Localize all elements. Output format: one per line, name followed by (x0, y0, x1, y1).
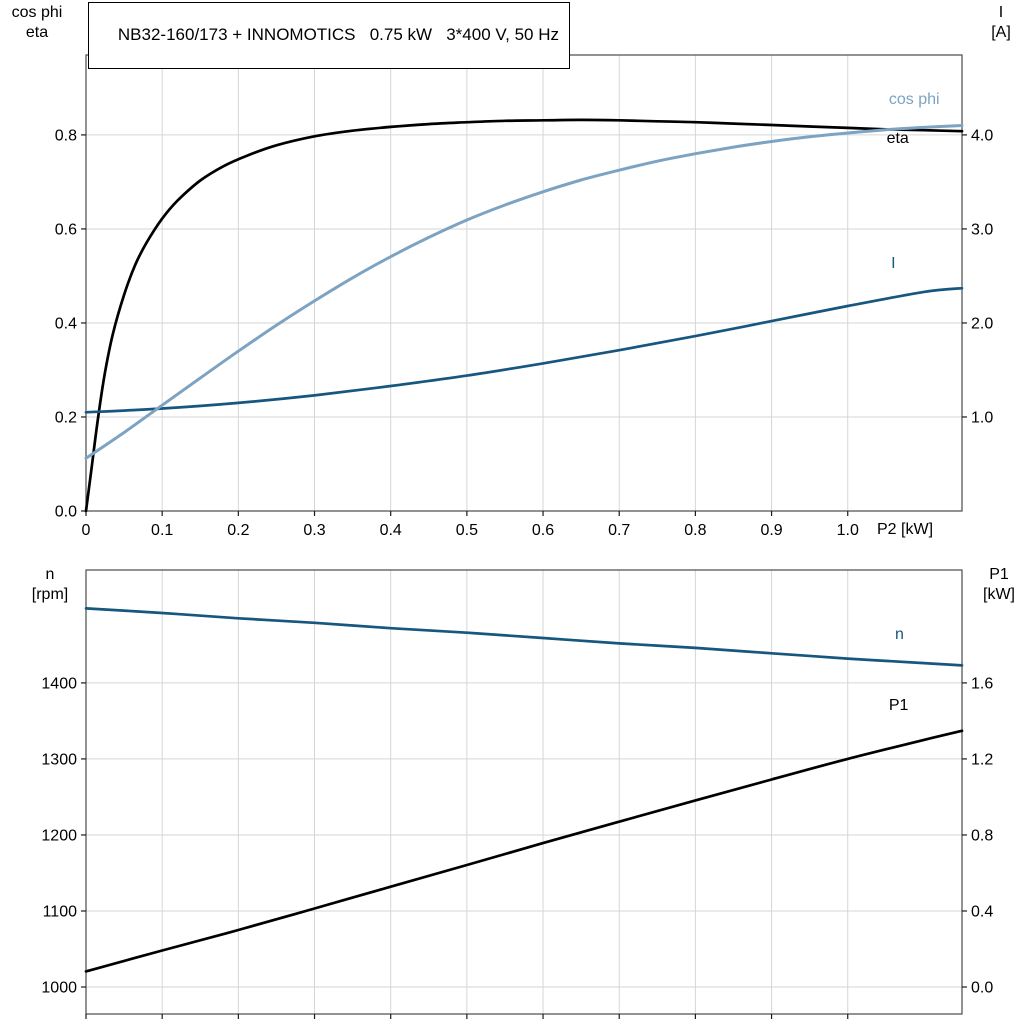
tick-label: 1.0 (837, 522, 859, 539)
tick-label: 2.0 (971, 315, 993, 332)
tick-label: 0 (82, 522, 91, 539)
tick-label: 0.0 (55, 504, 77, 521)
speed-axis-label: n (45, 566, 55, 583)
tick-label: 1.6 (971, 675, 993, 692)
tick-label: 1200 (41, 827, 77, 844)
eta-axis-label: eta (25, 24, 49, 41)
tick-label: 0.5 (456, 522, 478, 539)
tick-label: 0.1 (151, 522, 173, 539)
tick-label: 1400 (41, 675, 77, 692)
speed-curve-label: n (895, 626, 904, 643)
tick-label: 1300 (41, 751, 77, 768)
chart-title-box: NB32-160/173 + INNOMOTICS 0.75 kW 3*400 … (88, 2, 571, 69)
tick-label: 0.6 (55, 221, 77, 238)
tick-label: 0.2 (55, 409, 77, 426)
x-axis-label: P2 [kW] (877, 521, 934, 538)
cos-phi-curve-label: cos phi (889, 91, 940, 108)
eta-curve (84, 118, 964, 513)
tick-label: 0.7 (608, 522, 630, 539)
top-right-axis-title: I [A] (980, 3, 1022, 43)
tick-label: 0.9 (760, 522, 782, 539)
p1-axis-label: P1 (989, 566, 1009, 583)
tick-label: 0.8 (684, 522, 706, 539)
tick-label: 0.0 (971, 980, 993, 997)
chart-title: NB32-160/173 + INNOMOTICS 0.75 kW 3*400 … (117, 25, 560, 44)
current-curve-label: I (891, 255, 895, 272)
tick-label: 0.8 (971, 827, 993, 844)
tick-label: 1.2 (971, 751, 993, 768)
current-axis-unit: [A] (991, 24, 1011, 41)
top-left-axis-title: cos phi eta (4, 3, 70, 43)
tick-label: 0.6 (532, 522, 554, 539)
p1-axis-unit: [kW] (983, 586, 1015, 603)
speed-curve (84, 607, 964, 667)
eta-curve-label: eta (887, 130, 909, 147)
tick-label: 1100 (43, 903, 78, 920)
bottom-left-axis-title: n [rpm] (20, 565, 80, 605)
tick-label: 1.0 (971, 409, 993, 426)
tick-label: 0.3 (303, 522, 325, 539)
chart-mechanical: 1000 1100 1200 1300 1400 0.0 0.4 0.8 1.2 1.6 n P1 (41, 569, 993, 1019)
bottom-right-axis-title: P1 [kW] (976, 565, 1022, 605)
tick-label: 0.8 (55, 127, 77, 144)
p1-curve-label: P1 (889, 697, 909, 714)
current-curve (84, 286, 964, 414)
chart-electrical: 0 0.1 0.2 0.3 0.4 0.5 0.6 0.7 0.8 0.9 1.0 0.0 0.2 0.4… (55, 54, 993, 539)
current-axis-label: I (998, 4, 1004, 21)
tick-label: 0.4 (380, 522, 402, 539)
cos-phi-axis-label: cos phi (11, 4, 63, 21)
tick-label: 3.0 (971, 221, 993, 238)
plot-frame (85, 54, 963, 512)
tick-label: 1000 (41, 980, 77, 997)
p1-curve (84, 729, 964, 973)
tick-label: 0.2 (227, 522, 249, 539)
tick-label: 0.4 (55, 315, 77, 332)
cos-phi-curve (84, 124, 964, 460)
speed-axis-unit: [rpm] (31, 586, 69, 603)
tick-label: 0.4 (971, 903, 993, 920)
plot-frame (85, 569, 963, 1015)
tick-label: 4.0 (971, 127, 993, 144)
